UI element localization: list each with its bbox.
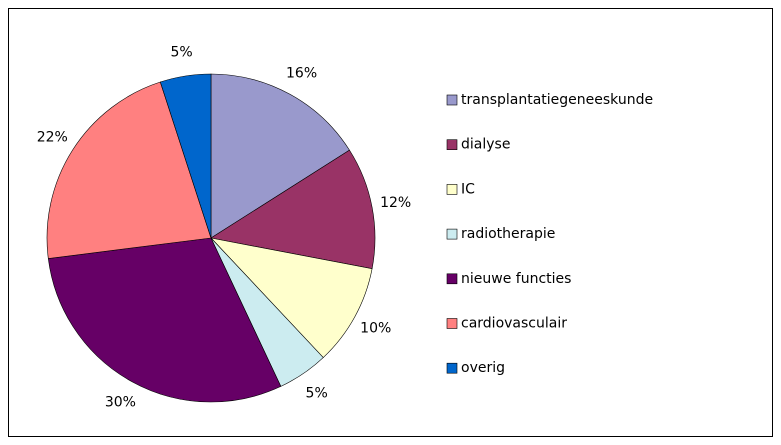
data-label: 5% [306, 385, 328, 401]
pie-slice [210, 237, 373, 358]
pie-slice [46, 81, 212, 259]
data-label: 10% [360, 321, 391, 337]
legend-label: dialyse [461, 137, 510, 153]
legend-swatch [446, 273, 458, 285]
data-label: 22% [37, 129, 68, 145]
legend-label: nieuwe functies [461, 271, 571, 287]
pie-slice [47, 237, 282, 403]
legend-swatch [446, 228, 458, 240]
pie-slice [210, 149, 376, 270]
pie-slice [159, 73, 212, 239]
legend-label: cardiovasculair [461, 316, 567, 332]
data-label: 30% [105, 395, 136, 411]
legend-label: overig [461, 360, 505, 376]
legend-swatch [446, 139, 458, 150]
legend-swatch [446, 318, 458, 329]
data-label: 12% [380, 195, 411, 211]
legend-swatch [446, 362, 458, 374]
legend-label: radiotherapie [461, 226, 555, 242]
pie-slice [210, 73, 350, 239]
data-label: 16% [286, 65, 317, 81]
data-label: 5% [170, 44, 192, 60]
legend-swatch [446, 184, 458, 195]
legend-label: IC [461, 181, 475, 197]
legend-swatch [446, 94, 458, 106]
legend-label: transplantatiegeneeskunde [461, 92, 653, 108]
